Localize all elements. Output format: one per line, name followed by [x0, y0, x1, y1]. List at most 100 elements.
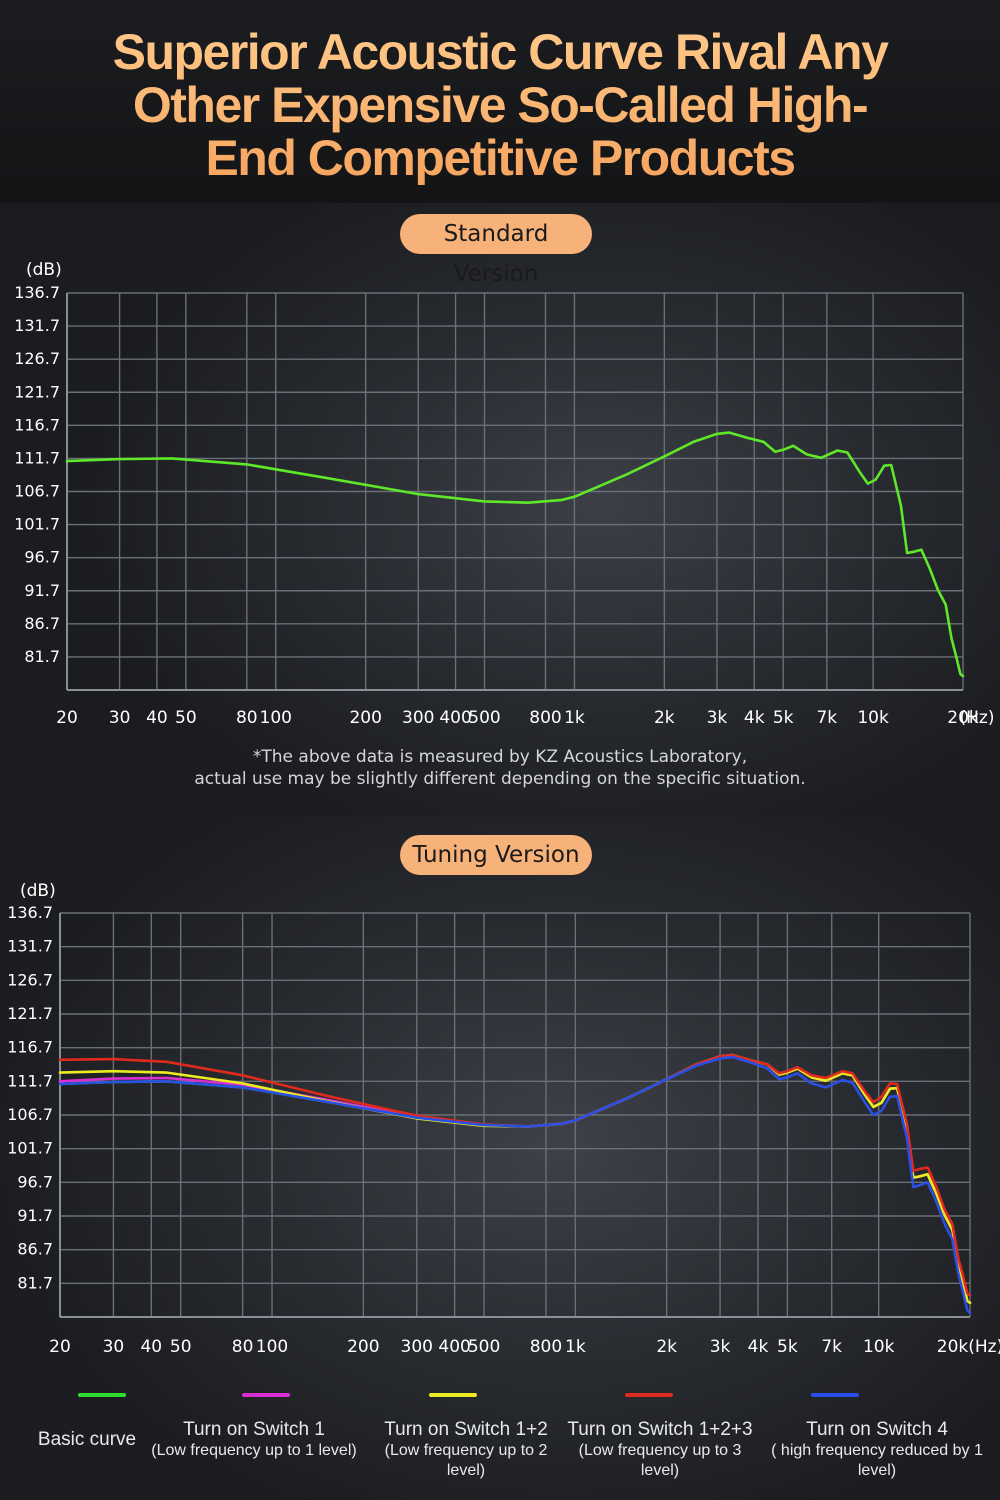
x-tick-label: 50: [170, 1337, 192, 1357]
y-tick-label: 91.7: [24, 581, 60, 600]
y-tick-label: 126.7: [7, 970, 53, 989]
x-unit-label: (Hz): [960, 708, 995, 728]
y-tick-label: 111.7: [14, 448, 60, 467]
y-tick-label: 101.7: [14, 515, 60, 534]
x-tick-label: 10k: [857, 708, 889, 728]
x-tick-label: 3k: [710, 1337, 731, 1357]
legend-swatch-switch12: [429, 1393, 477, 1397]
y-tick-label: 106.7: [14, 482, 60, 501]
legend-item-switch123: Turn on Switch 1+2+3 (Low frequency up t…: [562, 1419, 758, 1481]
hero-title-line: End Competitive Products: [205, 130, 795, 186]
y-tick-label: 116.7: [14, 415, 60, 434]
standard-version-panel: Standard Version (dB) 136.7 131.7 126.7 121.…: [0, 203, 1000, 815]
x-tick-label: 80: [232, 1337, 254, 1357]
y-axis-label: (dB): [26, 260, 62, 280]
measurement-note-line: *The above data is measured by KZ Acoust…: [252, 747, 748, 767]
legend-label: Turn on Switch 1: [183, 1419, 325, 1440]
x-tick-label: 50: [175, 708, 197, 728]
y-axis-label: (dB): [20, 881, 56, 901]
x-tick-label: 80: [236, 708, 258, 728]
x-tick-label: 40: [140, 1337, 162, 1357]
x-tick-label: 10k: [863, 1337, 895, 1357]
x-tick-label: 7k: [821, 1337, 842, 1357]
y-tick-label: 86.7: [24, 614, 60, 633]
x-tick-label: 100: [260, 708, 292, 728]
y-tick-label: 86.7: [17, 1240, 53, 1259]
legend-sublabel: ( high frequency reduced by 1 level): [771, 1442, 983, 1479]
x-tick-label: 300: [401, 1337, 433, 1357]
x-tick-label: 20: [56, 708, 78, 728]
y-tick-label: 111.7: [7, 1071, 53, 1090]
legend-label: Turn on Switch 1+2+3: [567, 1419, 753, 1440]
legend-sublabel: (Low frequency up to 3 level): [578, 1442, 742, 1479]
x-tick-label: 400: [438, 1337, 470, 1357]
x-tick-label: 20: [49, 1337, 71, 1357]
legend-swatch-switch4: [811, 1393, 859, 1397]
x-tick-label: 400: [439, 708, 471, 728]
measurement-note-line: actual use may be slightly different dep…: [194, 769, 806, 789]
x-tick-label: 2k: [654, 708, 675, 728]
series-line-1: [58, 1053, 972, 1305]
legend-sublabel: (Low frequency up to 1 level): [151, 1442, 357, 1459]
legend-item-switch12: Turn on Switch 1+2 (Low frequency up to …: [368, 1419, 564, 1481]
series-line-0: [58, 1053, 972, 1305]
tuning-version-panel: Tuning Version (dB) 136.7 131.7 126.7 121.7 1…: [0, 815, 1000, 1500]
standard-version-badge: Standard Version: [400, 214, 592, 287]
x-tick-label: 800: [529, 708, 561, 728]
y-tick-label: 121.7: [7, 1004, 53, 1023]
y-tick-label: 96.7: [24, 548, 60, 567]
x-tick-label: 4k: [744, 708, 765, 728]
y-tick-label: 126.7: [14, 349, 60, 368]
x-tick-label: 1k: [565, 1337, 586, 1357]
x-tick-label: 200: [347, 1337, 379, 1357]
x-tick-label: 500: [468, 708, 500, 728]
x-tick-label: 2k: [656, 1337, 677, 1357]
tuning-frequency-response-chart: (dB) 136.7 131.7 126.7 121.7 116.7 111.7 106.7 1…: [7, 881, 1000, 1357]
x-tick-label: 7k: [816, 708, 837, 728]
y-tick-label: 81.7: [17, 1273, 53, 1292]
legend-swatch-switch123: [625, 1393, 673, 1397]
x-tick-label: 30: [103, 1337, 125, 1357]
series-line-2: [58, 1053, 972, 1305]
x-tick-label: 40: [146, 708, 168, 728]
y-tick-label: 121.7: [14, 382, 60, 401]
y-tick-label: 136.7: [14, 283, 60, 302]
hero-title: Superior Acoustic Curve Rival Any Other …: [0, 26, 1000, 185]
measurement-note: *The above data is measured by KZ Acoust…: [0, 746, 1000, 790]
series-line-3: [58, 1053, 972, 1297]
tuning-version-badge: Tuning Version: [400, 835, 592, 875]
series-line-0: [65, 431, 965, 678]
y-tick-label: 91.7: [17, 1206, 53, 1225]
y-tick-label: 131.7: [7, 937, 53, 956]
legend-item-switch4: Turn on Switch 4 ( high frequency reduce…: [758, 1419, 996, 1481]
y-tick-label: 101.7: [7, 1139, 53, 1158]
series-line-4: [58, 1055, 972, 1315]
x-tick-label: 100: [256, 1337, 288, 1357]
x-tick-label: 200: [349, 708, 381, 728]
x-tick-label: 800: [530, 1337, 562, 1357]
x-tick-label: 500: [468, 1337, 500, 1357]
legend-swatch-basic: [78, 1393, 126, 1397]
chart-grid: [59, 912, 971, 1318]
legend-item-basic: Basic curve: [28, 1429, 146, 1451]
x-tick-label: 20k(Hz): [937, 1337, 1000, 1357]
x-tick-label: 300: [402, 708, 434, 728]
y-tick-label: 106.7: [7, 1105, 53, 1124]
y-tick-label: 116.7: [7, 1038, 53, 1057]
y-tick-label: 96.7: [17, 1172, 53, 1191]
tuning-legend: Basic curve Turn on Switch 1 (Low freque…: [0, 1385, 1000, 1485]
x-tick-label: 5k: [773, 708, 794, 728]
legend-sublabel: (Low frequency up to 2 level): [384, 1442, 548, 1479]
x-tick-label: 1k: [564, 708, 585, 728]
x-tick-label: 3k: [707, 708, 728, 728]
y-tick-label: 81.7: [24, 647, 60, 666]
legend-label: Turn on Switch 1+2: [384, 1419, 548, 1440]
chart-grid: [66, 292, 964, 691]
x-tick-label: 30: [109, 708, 131, 728]
x-tick-label: 5k: [777, 1337, 798, 1357]
legend-label: Turn on Switch 4: [806, 1419, 948, 1440]
standard-frequency-response-chart: (dB) 136.7 131.7 126.7 121.7 116.7 111.7 106.7 1…: [14, 260, 995, 728]
x-tick-label: 20k: [947, 708, 979, 728]
hero-title-line: Other Expensive So-Called High-: [132, 77, 868, 133]
